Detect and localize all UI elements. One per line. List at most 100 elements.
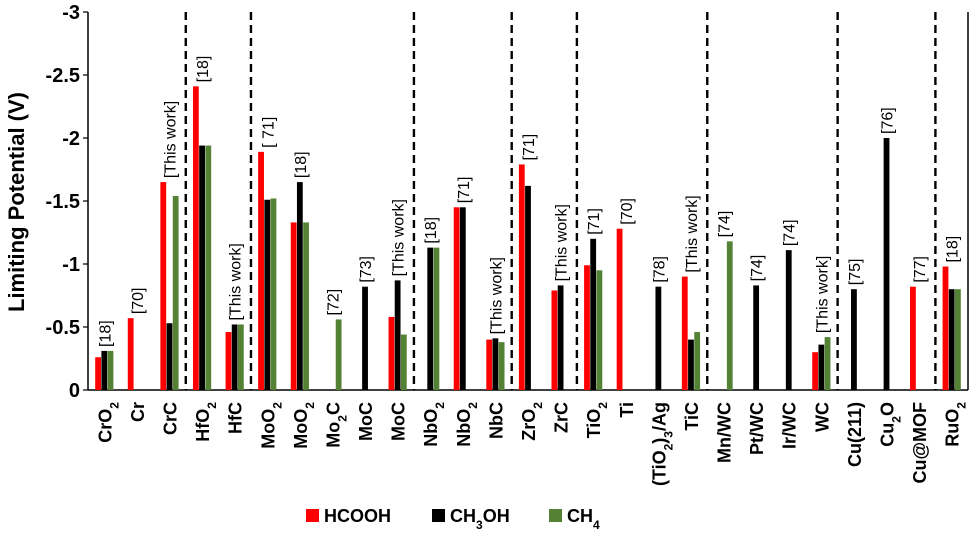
x-category-label: Mo2C <box>323 402 349 448</box>
reference-label: [This work] <box>488 257 505 334</box>
x-category-label: Pt/WC <box>747 402 767 455</box>
x-category-label: MoO2 <box>291 402 317 449</box>
x-category-label: CrC <box>160 402 180 435</box>
bar-ch4-22 <box>824 337 831 390</box>
bar-ch3oh-0 <box>101 350 108 390</box>
bar-hcooh-15 <box>584 265 590 390</box>
bar-ch3oh-13 <box>525 185 531 390</box>
bar-hcooh-1 <box>127 318 134 390</box>
reference-labels: [18] [70] [This work] [18] [This work] [ 71] [… <box>97 56 961 347</box>
bar-ch4-12 <box>498 342 505 390</box>
bar-ch3oh-4 <box>231 324 238 390</box>
x-category-label: HfC <box>226 402 246 434</box>
legend: HCOOH CH3OH CH4 <box>306 506 600 532</box>
bar-hcooh-12 <box>486 339 493 390</box>
bar-ch3oh-11 <box>459 207 466 390</box>
bar-hcooh-2 <box>160 182 167 390</box>
x-category-label: Ti <box>617 402 637 418</box>
bar-ch4-5 <box>270 198 277 390</box>
reference-label: [77] <box>912 256 929 283</box>
x-category-label: RuO2 <box>943 402 969 447</box>
x-category-label: (TiO2)3/Ag <box>649 402 675 486</box>
reference-label: [This work] <box>684 195 701 272</box>
y-axis-label: Limiting Potential (V) <box>4 92 29 312</box>
reference-label: [This work] <box>162 101 179 178</box>
bar-ch3oh-21 <box>785 250 792 390</box>
reference-label: [This work] <box>391 199 408 276</box>
bar-ch4-6 <box>303 222 309 390</box>
bar-ch3oh-22 <box>818 344 825 390</box>
x-category-label: NbO2 <box>421 402 447 447</box>
bar-ch3oh-18 <box>688 339 694 390</box>
legend-swatch-ch3oh <box>432 509 445 522</box>
x-category-label: Mn/WC <box>715 402 735 463</box>
reference-label: [ 71] <box>260 117 277 148</box>
bar-ch4-19 <box>726 241 733 390</box>
y-tick-label: -0.5 <box>46 317 80 339</box>
reference-label: [18] <box>97 320 114 347</box>
x-category-label: Cr <box>128 402 148 422</box>
x-category-label: NbO2 <box>454 402 480 447</box>
x-category-label: Cu@MOF <box>910 402 930 484</box>
y-tick-label: -1 <box>62 254 80 276</box>
bar-ch3oh-12 <box>492 338 499 390</box>
bar-ch3oh-17 <box>655 286 662 390</box>
bar-ch3oh-5 <box>264 199 271 390</box>
legend-label-ch3oh: CH3OH <box>450 506 510 532</box>
y-tick-label: -2 <box>62 128 80 150</box>
bar-ch4-15 <box>596 270 603 390</box>
reference-label: [70] <box>619 198 636 225</box>
reference-label: [This work] <box>228 243 245 320</box>
bar-ch4-0 <box>107 350 114 390</box>
y-tick-label: -2.5 <box>46 65 80 87</box>
reference-label: [78] <box>651 256 668 283</box>
bar-hcooh-14 <box>551 290 558 390</box>
bar-hcooh-22 <box>812 352 819 390</box>
bar-hcooh-26 <box>942 266 949 390</box>
reference-label: [74] <box>717 211 734 238</box>
x-category-label: WC <box>812 402 832 432</box>
x-category-label: TiO2 <box>584 402 610 439</box>
bar-hcooh-3 <box>192 86 199 390</box>
reference-label: [18] <box>293 151 310 178</box>
legend-label-hcooh: HCOOH <box>324 506 391 526</box>
bar-ch3oh-14 <box>557 285 564 390</box>
bar-ch4-9 <box>400 334 407 390</box>
bar-hcooh-5 <box>258 151 264 390</box>
bar-hcooh-16 <box>616 228 623 390</box>
bar-ch3oh-3 <box>199 145 205 390</box>
bar-hcooh-4 <box>225 332 232 390</box>
x-category-label: MoO2 <box>258 402 284 449</box>
x-category-label: TiC <box>682 402 702 431</box>
x-category-label: CrO2 <box>95 402 121 443</box>
bar-hcooh-13 <box>518 164 525 390</box>
reference-label: [This work] <box>554 204 571 281</box>
bar-ch4-10 <box>433 247 440 390</box>
legend-swatch-ch4 <box>549 509 562 522</box>
reference-label: [71] <box>456 177 473 204</box>
reference-label: [This work] <box>814 256 831 333</box>
bar-hcooh-0 <box>95 357 101 390</box>
y-tick-label: -1.5 <box>46 191 80 213</box>
y-tick-label: 0 <box>69 380 80 402</box>
bar-hcooh-11 <box>453 207 460 390</box>
bar-ch3oh-15 <box>590 238 597 390</box>
bar-ch4-3 <box>205 145 212 390</box>
reference-label: [73] <box>358 256 375 283</box>
reference-label: [18] <box>195 56 212 83</box>
bar-ch3oh-20 <box>753 285 760 390</box>
bar-hcooh-18 <box>681 276 688 390</box>
x-category-label: Cu2O <box>878 402 904 447</box>
reference-label: [71] <box>521 134 538 161</box>
reference-label: [70] <box>130 287 147 314</box>
bar-ch4-4 <box>237 324 244 390</box>
reference-label: [18] <box>945 236 962 263</box>
group-separators <box>184 12 937 390</box>
bar-ch4-7 <box>335 319 342 390</box>
legend-label-ch4: CH4 <box>567 506 600 532</box>
x-category-label: ZrC <box>552 402 572 433</box>
reference-label: [75] <box>847 259 864 286</box>
bar-ch4-18 <box>694 332 701 390</box>
